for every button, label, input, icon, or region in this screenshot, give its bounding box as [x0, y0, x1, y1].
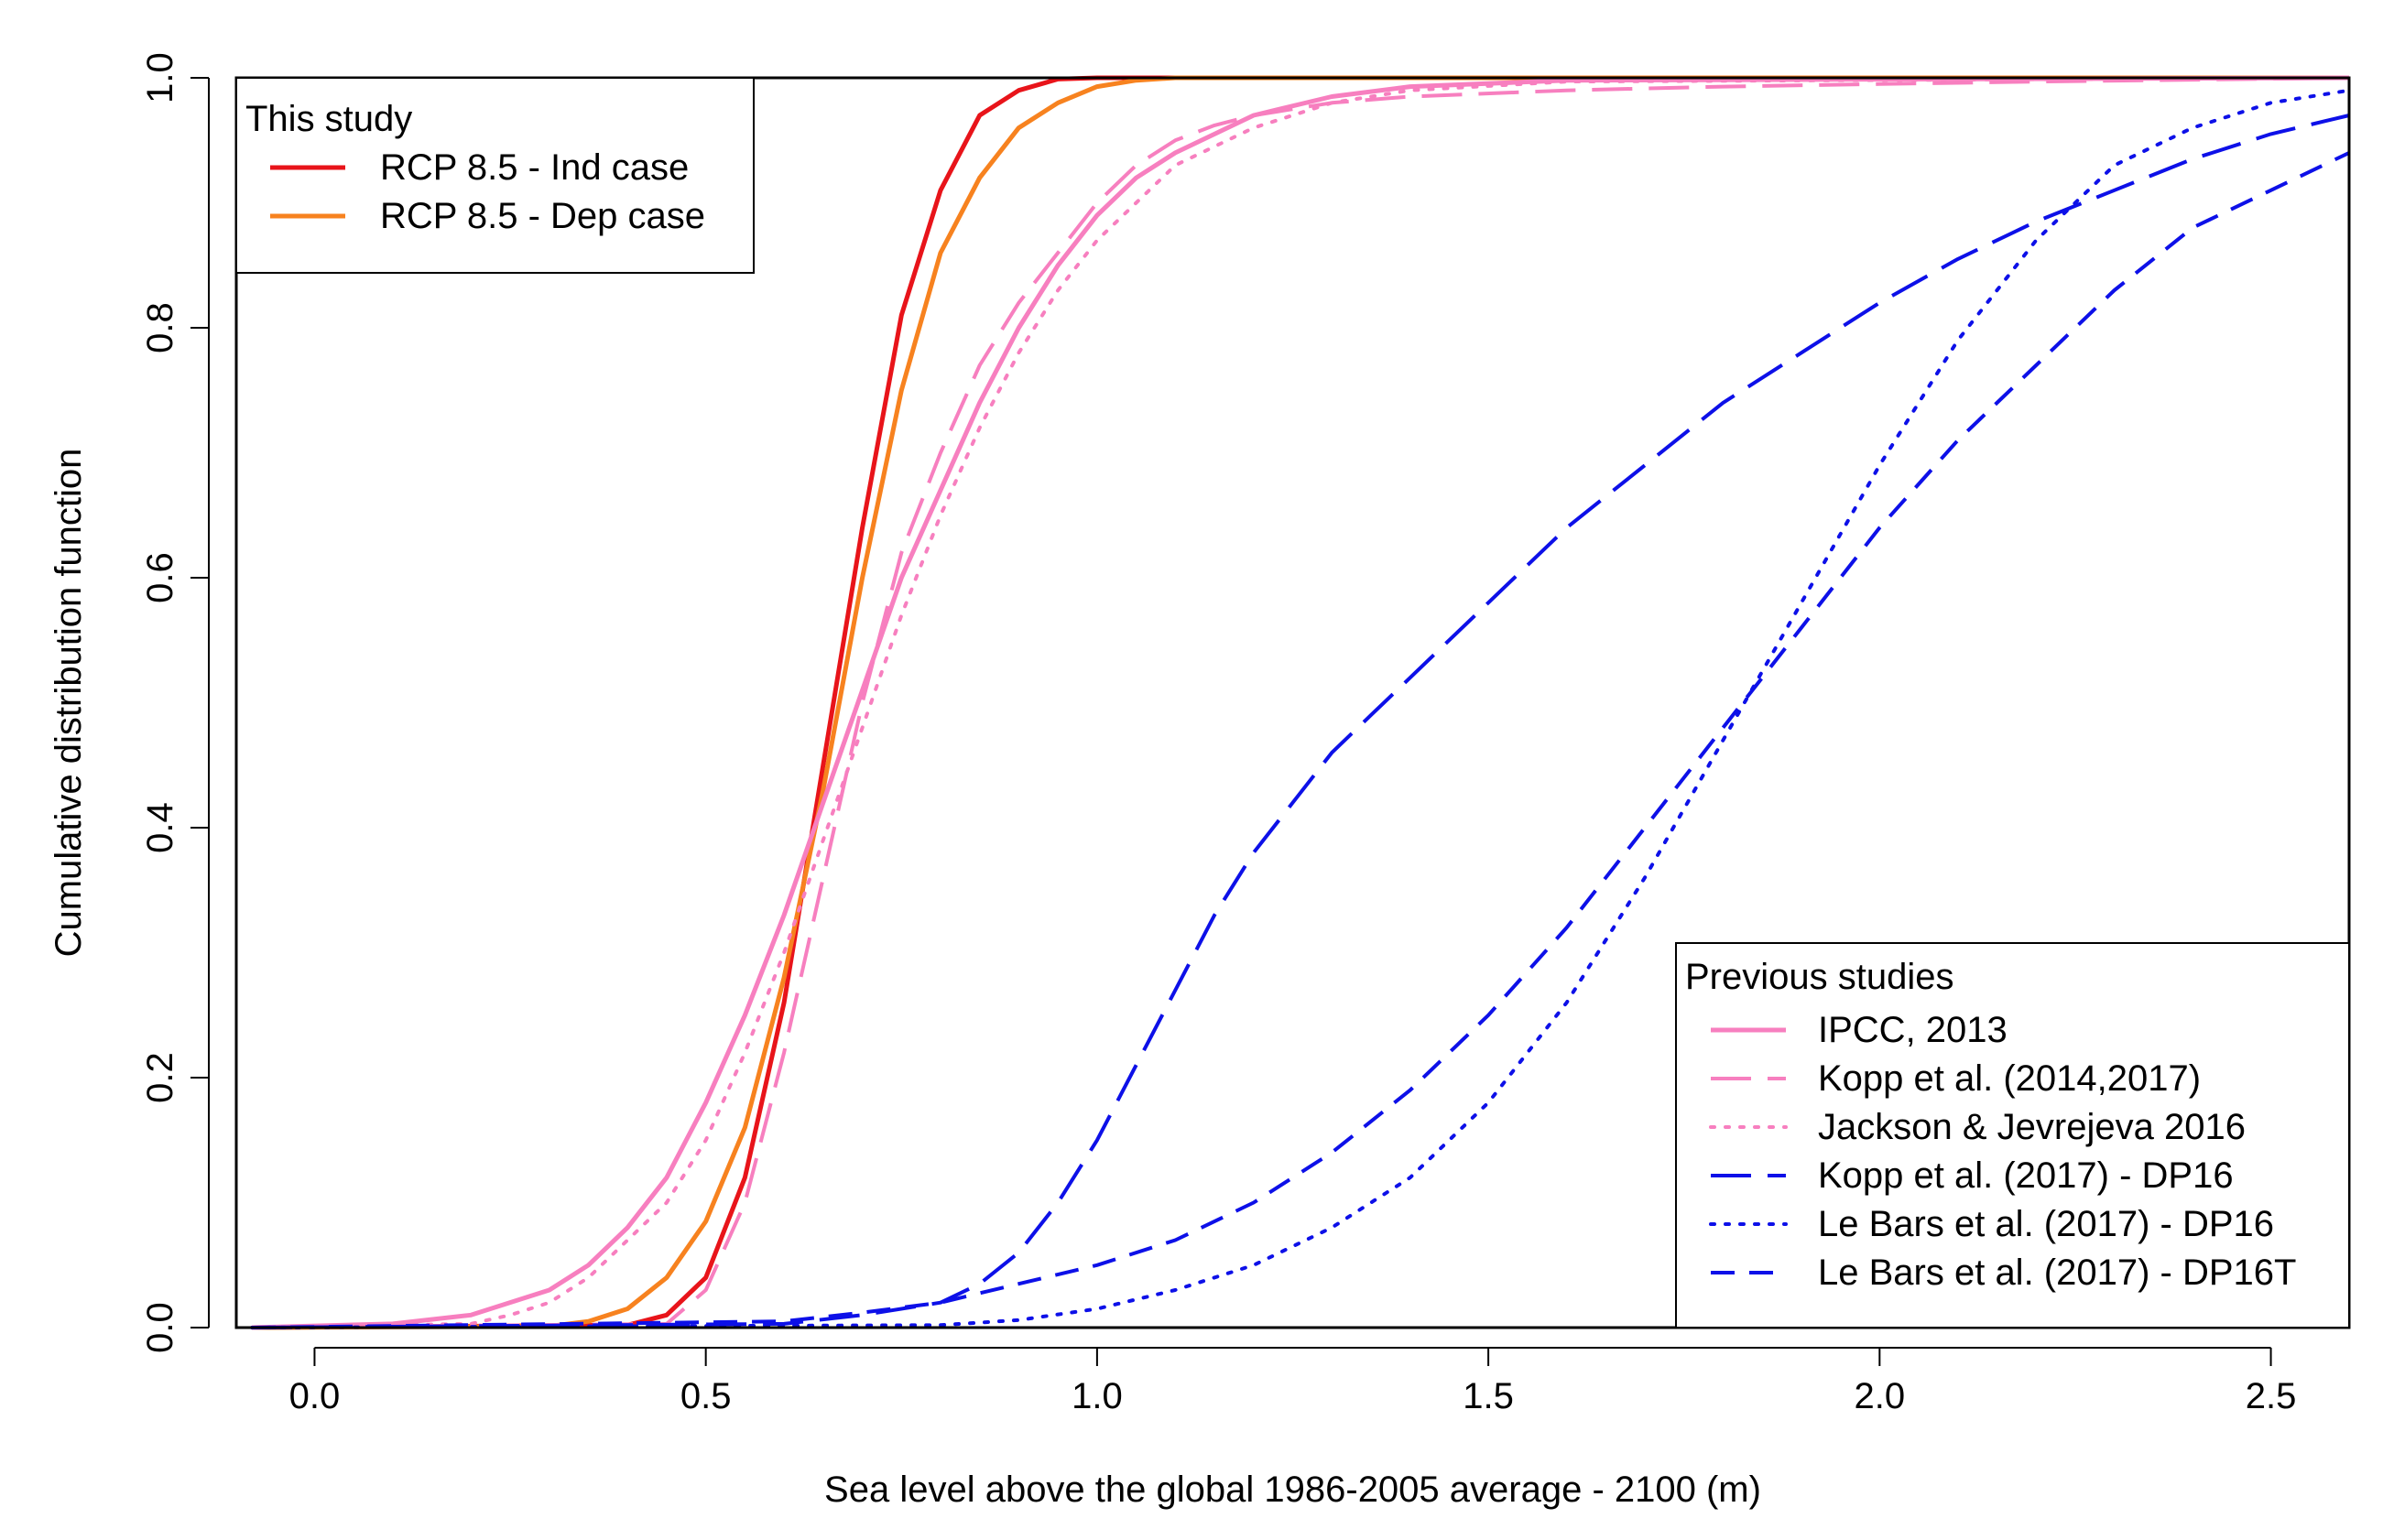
legend-label-kopp-et-al-2017-dp16: Kopp et al. (2017) - DP16 [1818, 1155, 2234, 1196]
legend-label-rcp-8-5-dep-case: RCP 8.5 - Dep case [380, 196, 705, 236]
legend-title: Previous studies [1685, 957, 1953, 997]
x-tick-label: 0.5 [680, 1376, 732, 1416]
legend-label-le-bars-et-al-2017-dp16t: Le Bars et al. (2017) - DP16T [1818, 1253, 2296, 1293]
y-tick-label: 0.8 [140, 302, 180, 353]
legend-label-jackson-jevrejeva-2016: Jackson & Jevrejeva 2016 [1818, 1107, 2246, 1147]
series-line-rcp-8-5-ind-case [252, 75, 2349, 1330]
legend-label-ipcc-2013: IPCC, 2013 [1818, 1010, 2008, 1050]
series-line-jackson-jevrejeva-2016 [250, 76, 2351, 1329]
x-axis-title: Sea level above the global 1986-2005 ave… [824, 1470, 1761, 1510]
legend-previous-studies: Previous studies IPCC, 2013 Kopp et al. (2… [1675, 942, 2350, 1329]
axes-layer: 0.0 0.5 1.0 1.5 2.0 2.5 0.0 0.2 0.4 0.6 0.8 1.0 [140, 52, 2296, 1416]
y-tick-label: 0.4 [140, 802, 180, 853]
x-tick-label: 0.0 [289, 1376, 341, 1416]
legend-box [235, 77, 755, 274]
plot-frame [234, 76, 2351, 1329]
series-line-kopp-et-al-2014-2017 [252, 76, 2350, 1329]
x-tick-label: 1.0 [1072, 1376, 1123, 1416]
legend-label-le-bars-et-al-2017-dp16: Le Bars et al. (2017) - DP16 [1818, 1204, 2274, 1244]
legend-this-study: This study RCP 8.5 - Ind case RCP 8.5 - De… [235, 77, 755, 274]
y-tick-label: 0.6 [140, 552, 180, 603]
y-tick-label: 1.0 [140, 52, 180, 103]
x-tick-label: 2.0 [1855, 1376, 1906, 1416]
x-tick-label: 1.5 [1463, 1376, 1514, 1416]
series-line-le-bars-et-al-2017-dp16 [250, 88, 2351, 1329]
series-layer [250, 75, 2351, 1330]
x-tick-label: 2.5 [2246, 1376, 2297, 1416]
y-tick-label: 0.0 [140, 1302, 180, 1353]
legend-layer: This study RCP 8.5 - Ind case RCP 8.5 - De… [235, 77, 2350, 1329]
legend-label-rcp-8-5-ind-case: RCP 8.5 - Ind case [380, 147, 689, 188]
legend-box [1675, 942, 2350, 1329]
legend-label-kopp-et-al-2014-2017: Kopp et al. (2014,2017) [1818, 1058, 2201, 1099]
y-tick-label: 0.2 [140, 1052, 180, 1103]
y-axis-title: Cumulative distribution function [49, 449, 89, 958]
series-line-rcp-8-5-dep-case [252, 75, 2349, 1330]
legend-title: This study [245, 99, 412, 139]
series-line-kopp-et-al-2017-dp16 [252, 114, 2350, 1329]
